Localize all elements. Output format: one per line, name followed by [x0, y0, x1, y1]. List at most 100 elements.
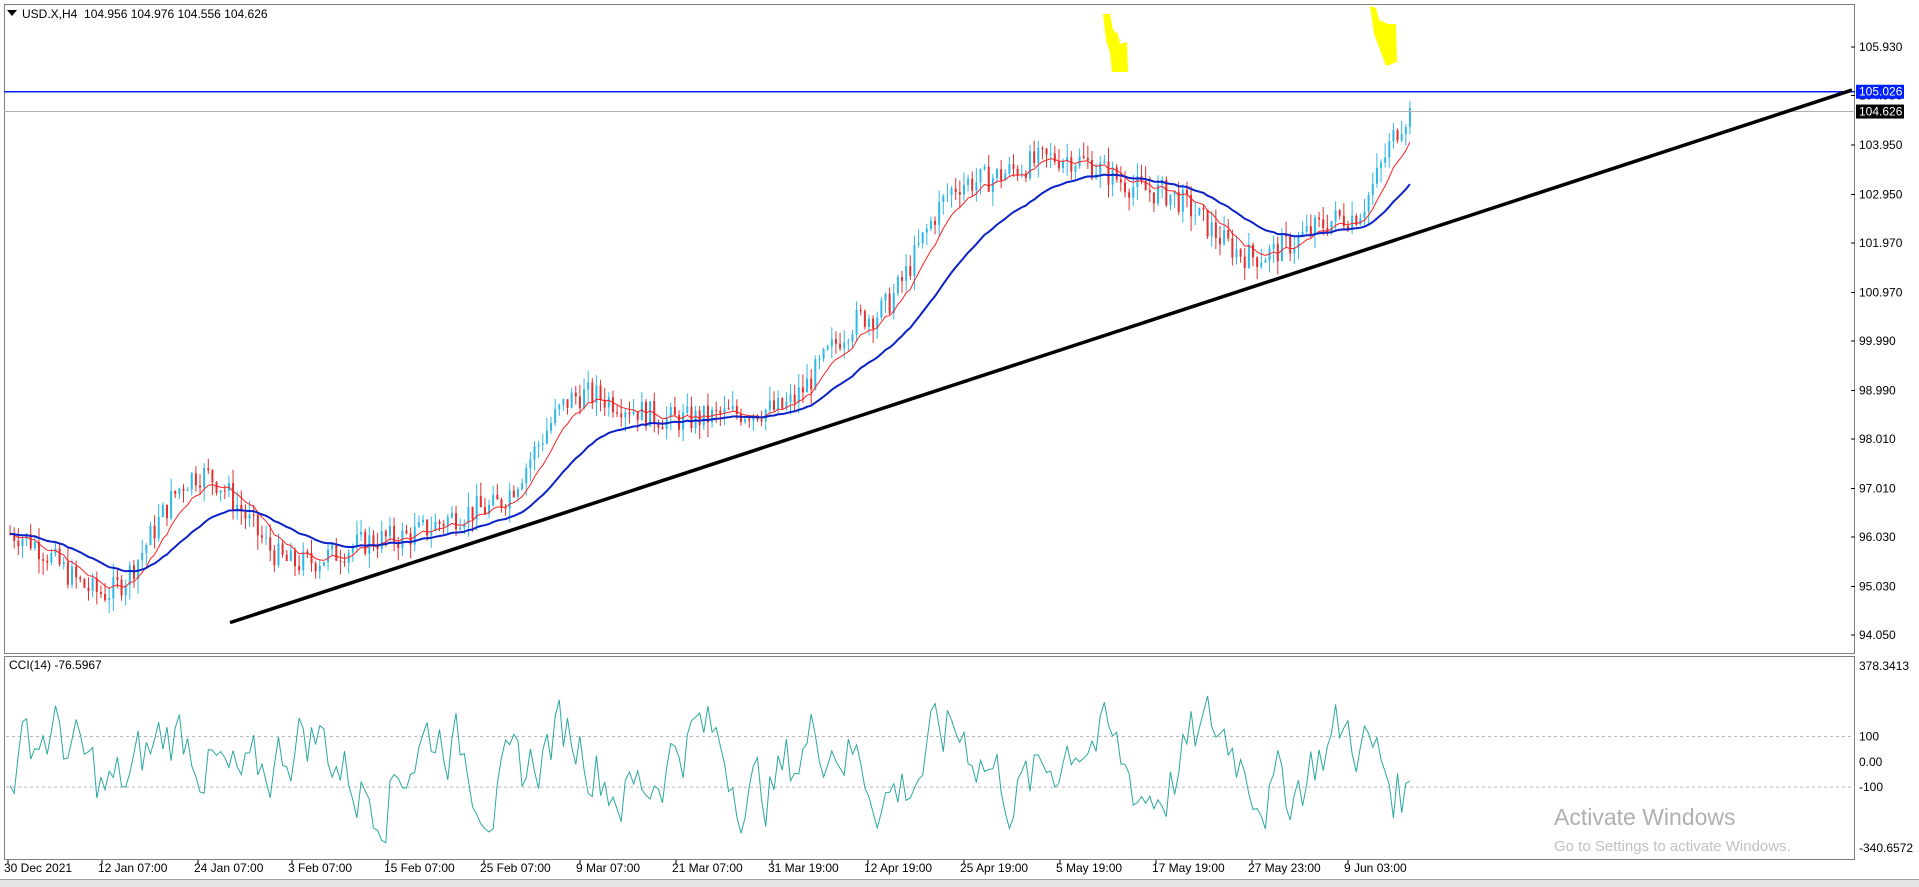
candle-body	[839, 343, 842, 349]
candle-body	[1144, 180, 1147, 191]
candle-body	[207, 468, 210, 471]
candle-body	[863, 311, 866, 327]
candle-body	[293, 550, 296, 567]
candle-body	[1408, 108, 1411, 127]
ascending-trendline	[229, 88, 1853, 625]
candle-body	[467, 506, 470, 524]
candle-body	[558, 404, 561, 410]
candle-body	[806, 378, 809, 393]
candle-body	[896, 277, 899, 294]
time-tick-label: 9 Jun 03:00	[1344, 861, 1407, 875]
candle-body	[962, 184, 965, 195]
candle-body	[1330, 221, 1333, 233]
candle-body	[66, 562, 69, 585]
candle-body	[29, 534, 32, 549]
candle-body	[310, 552, 313, 564]
candle-body	[975, 182, 978, 191]
candle-body	[153, 525, 156, 539]
candle-body	[744, 418, 747, 423]
candle-body	[83, 579, 86, 588]
candle-body	[219, 490, 222, 493]
candle-body	[673, 407, 676, 416]
candle-body	[979, 168, 982, 183]
candle-body	[17, 540, 20, 547]
candle-body	[438, 521, 441, 524]
symbol-label: USD.X,H4	[22, 7, 78, 21]
price-tick-label: 96.030	[1859, 530, 1896, 544]
candle-body	[1185, 189, 1188, 195]
candle-body	[71, 566, 74, 585]
candle-body	[880, 300, 883, 318]
candle-body	[1318, 217, 1321, 220]
cci-pane[interactable]	[4, 656, 1855, 860]
candle-body	[653, 401, 656, 424]
symbol-dropdown-icon[interactable]	[7, 10, 17, 16]
candle-body	[587, 382, 590, 390]
candle-body	[1057, 161, 1060, 169]
candle-body	[1322, 219, 1325, 228]
candle-body	[562, 399, 565, 405]
candle-body	[995, 169, 998, 179]
candle-body	[99, 592, 102, 595]
candle-body	[50, 553, 53, 563]
chart-tabs-bar[interactable]	[0, 879, 1919, 887]
candle-body	[372, 535, 375, 547]
candle-body	[1384, 157, 1387, 163]
candle-body	[1190, 194, 1193, 217]
candle-body	[1276, 243, 1279, 262]
candle-body	[843, 342, 846, 349]
candle-body	[1082, 156, 1085, 158]
candle-body	[834, 339, 837, 344]
candle-body	[777, 398, 780, 410]
ma-fast-line	[9, 141, 1411, 589]
candle-body	[1272, 243, 1275, 249]
candles	[9, 100, 1411, 613]
candle-body	[913, 244, 916, 277]
candle-body	[463, 523, 466, 528]
price-tick-label: 99.990	[1859, 334, 1896, 348]
candle-body	[1218, 237, 1221, 245]
candle-body	[1223, 230, 1226, 245]
candle-body	[938, 202, 941, 225]
candle-body	[810, 378, 813, 390]
candle-body	[1346, 225, 1349, 230]
candle-body	[1371, 183, 1374, 195]
candle-body	[686, 406, 689, 413]
candle-body	[731, 405, 734, 410]
candle-body	[170, 491, 173, 519]
candle-body	[1268, 248, 1271, 261]
candle-body	[25, 534, 28, 539]
candle-body	[1000, 169, 1003, 181]
candle-body	[649, 401, 652, 427]
candle-body	[1214, 222, 1217, 238]
activate-windows-subtitle: Go to Settings to activate Windows.	[1554, 838, 1791, 855]
candle-body	[570, 392, 573, 408]
time-tick-label: 25 Apr 19:00	[960, 861, 1028, 875]
candle-body	[983, 166, 986, 169]
candle-body	[1016, 168, 1019, 176]
candle-body	[1396, 130, 1399, 141]
candle-body	[95, 578, 98, 593]
time-tick-label: 15 Feb 07:00	[384, 861, 455, 875]
resistance-price-tag	[1856, 84, 1904, 99]
candle-body	[867, 318, 870, 327]
candle-body	[905, 266, 908, 281]
candle-body	[508, 490, 511, 509]
candle-body	[781, 398, 784, 409]
price-tick-label: 100.970	[1859, 285, 1903, 299]
candle-body	[888, 293, 891, 314]
candle-body	[942, 195, 945, 203]
candle-body	[124, 585, 127, 596]
price-pane[interactable]	[4, 4, 1855, 654]
candle-body	[516, 489, 519, 497]
candle-body	[1355, 215, 1358, 225]
time-tick-label: 25 Feb 07:00	[480, 861, 551, 875]
candle-body	[595, 385, 598, 404]
candle-body	[277, 543, 280, 566]
candle-body	[1388, 141, 1391, 158]
candle-body	[1004, 173, 1007, 181]
candle-body	[500, 499, 503, 508]
candle-body	[901, 277, 904, 281]
candle-body	[355, 534, 358, 547]
